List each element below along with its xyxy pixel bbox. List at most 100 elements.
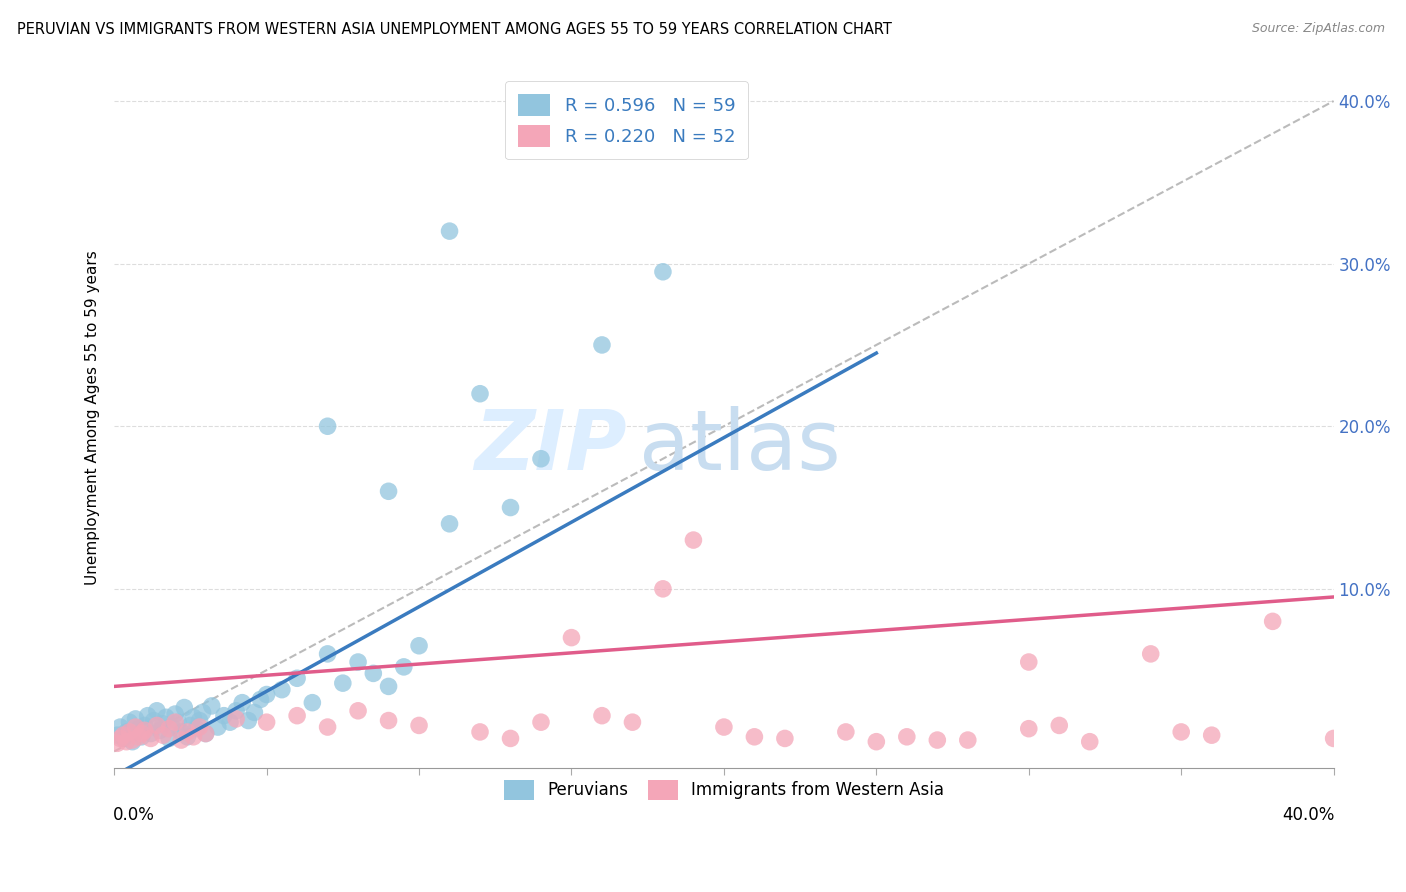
Point [225,712,247,726]
Point [591,338,613,352]
Point [128,730,150,744]
Point [256,688,278,702]
Point [115,725,138,739]
Point [238,714,260,728]
Point [1047,718,1070,732]
Point [468,386,491,401]
Point [652,582,675,596]
Point [167,715,190,730]
Point [176,725,198,739]
Point [115,734,138,748]
Point [530,715,553,730]
Point [112,731,135,746]
Point [173,700,195,714]
Text: 40.0%: 40.0% [1282,806,1334,824]
Point [377,680,399,694]
Point [439,516,461,531]
Point [468,725,491,739]
Point [165,706,187,721]
Point [131,730,153,744]
Text: 0.0%: 0.0% [112,806,155,824]
Point [149,723,172,738]
Point [194,726,217,740]
Point [347,704,370,718]
Point [243,706,266,720]
Text: Source: ZipAtlas.com: Source: ZipAtlas.com [1251,22,1385,36]
Text: PERUVIAN VS IMMIGRANTS FROM WESTERN ASIA UNEMPLOYMENT AMONG AGES 55 TO 59 YEARS : PERUVIAN VS IMMIGRANTS FROM WESTERN ASIA… [17,22,891,37]
Point [105,728,128,742]
Point [316,720,339,734]
Point [124,720,146,734]
Point [188,714,211,728]
Y-axis label: Unemployment Among Ages 55 to 59 years: Unemployment Among Ages 55 to 59 years [86,251,100,585]
Point [160,720,183,734]
Point [835,725,858,739]
Point [201,698,224,713]
Point [139,731,162,746]
Point [682,533,704,547]
Point [332,676,354,690]
Point [377,484,399,499]
Point [118,725,141,739]
Point [1139,647,1161,661]
Point [194,726,217,740]
Point [621,715,644,730]
Point [128,722,150,736]
Point [347,655,370,669]
Point [1261,615,1284,629]
Point [316,419,339,434]
Point [301,696,323,710]
Point [392,660,415,674]
Point [408,718,430,732]
Point [139,726,162,740]
Point [1323,731,1346,746]
Point [285,708,308,723]
Point [231,696,253,710]
Point [270,682,292,697]
Point [110,720,132,734]
Point [176,730,198,744]
Text: atlas: atlas [638,406,841,486]
Point [183,710,205,724]
Point [499,500,522,515]
Point [744,730,766,744]
Point [1201,728,1223,742]
Point [560,631,582,645]
Point [134,723,156,738]
Point [1018,722,1040,736]
Point [188,720,211,734]
Point [896,730,918,744]
Point [713,720,735,734]
Point [146,718,169,732]
Point [363,666,385,681]
Point [121,734,143,748]
Point [249,692,271,706]
Point [170,733,193,747]
Point [152,728,174,742]
Point [927,733,949,747]
Point [157,731,180,746]
Point [157,722,180,736]
Point [165,715,187,730]
Point [170,725,193,739]
Point [118,715,141,730]
Point [136,708,159,723]
Point [142,714,165,728]
Point [110,731,132,746]
Point [179,718,201,732]
Point [112,728,135,742]
Point [530,451,553,466]
Point [212,708,235,723]
Point [1018,655,1040,669]
Point [186,722,208,736]
Point [773,731,796,746]
Point [152,716,174,731]
Point [134,718,156,732]
Point [256,715,278,730]
Point [131,726,153,740]
Point [865,734,887,748]
Point [652,265,675,279]
Point [591,708,613,723]
Point [183,730,205,744]
Point [105,736,128,750]
